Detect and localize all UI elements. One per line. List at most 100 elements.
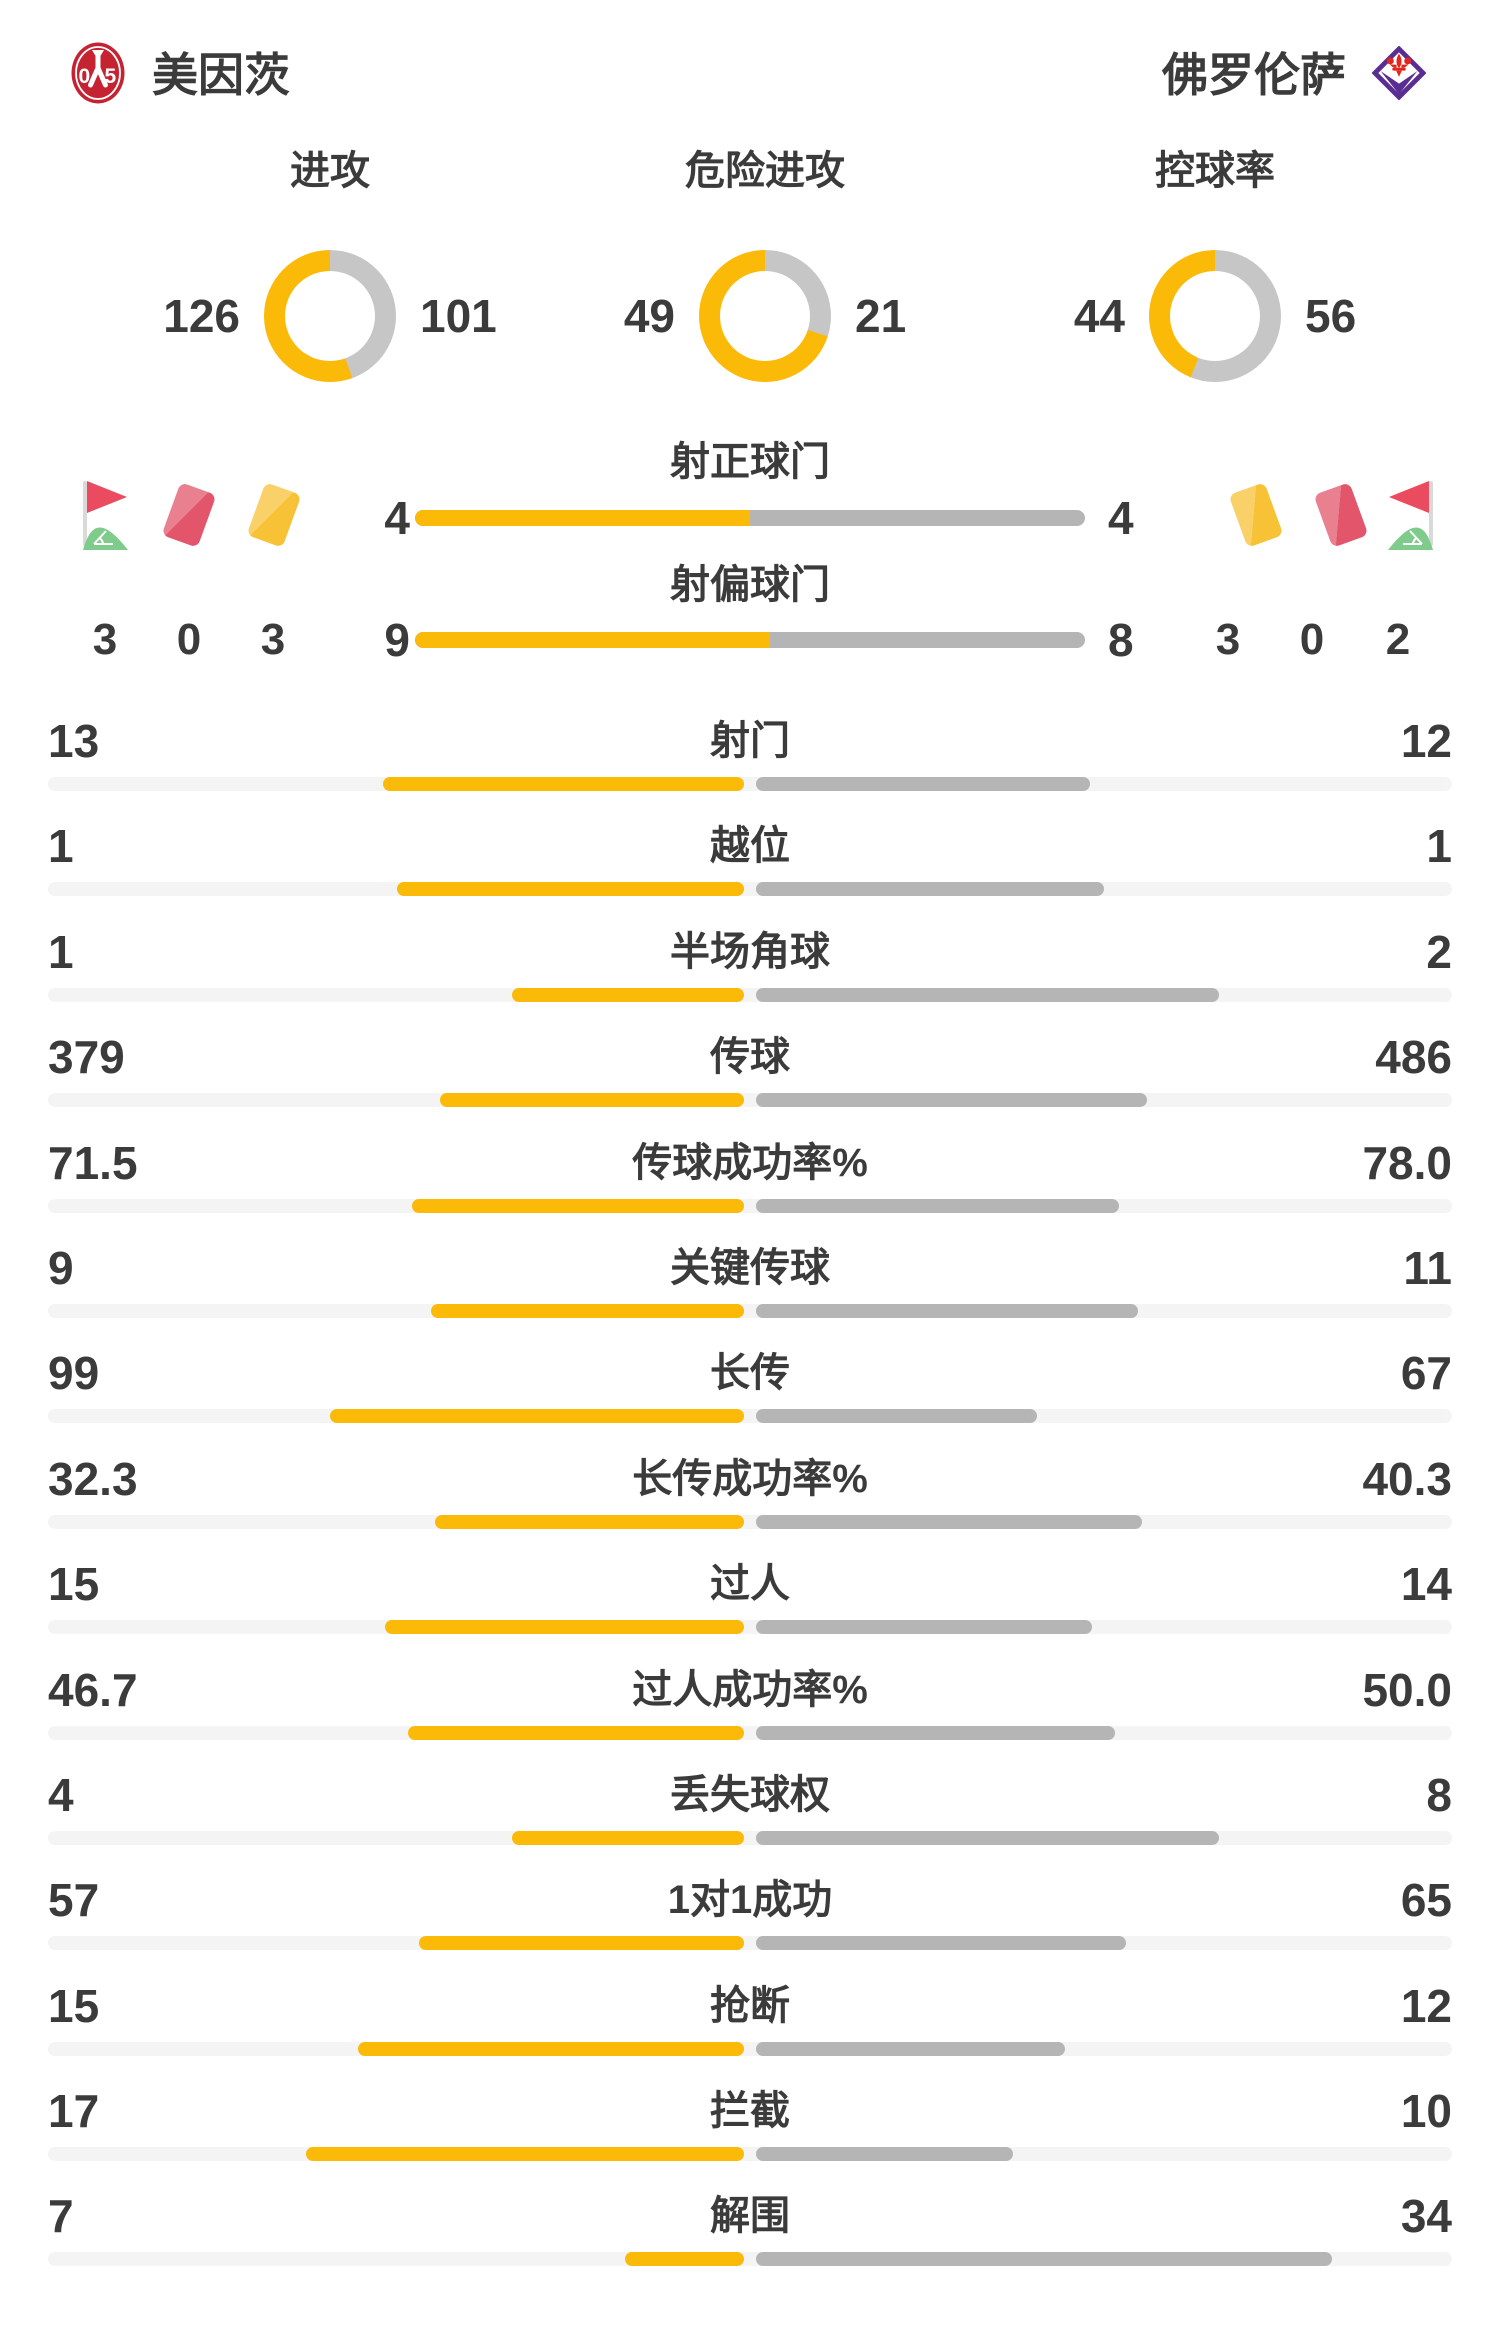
shots-on-target-away-value: 4 bbox=[1108, 492, 1134, 544]
corner-flag-icon bbox=[72, 478, 130, 556]
dangerous-attack-chart: 危险进攻 49 21 bbox=[575, 146, 955, 382]
stat-row-tackles: 15 抢断 12 bbox=[0, 1953, 1500, 2058]
fiorentina-logo-icon bbox=[1371, 44, 1427, 105]
stat-away-value: 8 bbox=[1426, 1768, 1452, 1821]
stat-row-dribble-success: 46.7 过人成功率% 50.0 bbox=[0, 1637, 1500, 1742]
stat-bar-home bbox=[625, 2252, 744, 2267]
stat-row-interceptions: 17 拦截 10 bbox=[0, 2058, 1500, 2163]
attack-chart: 进攻 126 101 bbox=[140, 146, 520, 382]
shots-off-target-bar-home bbox=[415, 632, 770, 648]
chart-home-value: 49 bbox=[623, 290, 675, 342]
stat-bar-track bbox=[48, 2041, 1452, 2056]
stat-away-value: 12 bbox=[1400, 1979, 1452, 2032]
chart-home-value: 126 bbox=[163, 290, 240, 342]
stat-home-value: 9 bbox=[48, 1241, 74, 1294]
stat-bar-home bbox=[431, 1303, 744, 1318]
stat-bar-away bbox=[756, 1198, 1119, 1213]
stat-row-key-passes: 9 关键传球 11 bbox=[0, 1215, 1500, 1320]
stat-bar-away bbox=[756, 777, 1090, 791]
stat-label: 过人成功率% bbox=[632, 1667, 868, 1712]
chart-title: 控球率 bbox=[1155, 149, 1275, 193]
stat-home-value: 71.5 bbox=[48, 1136, 138, 1189]
stat-home-value: 15 bbox=[48, 1979, 100, 2032]
stat-bar-away bbox=[756, 987, 1220, 1002]
stat-home-value: 7 bbox=[48, 2190, 74, 2243]
stat-away-value: 1 bbox=[1426, 820, 1452, 873]
stat-away-value: 78.0 bbox=[1362, 1136, 1452, 1189]
stat-bar-home bbox=[411, 1198, 744, 1213]
stat-bar-home bbox=[384, 1620, 744, 1635]
stat-home-value: 379 bbox=[48, 1031, 125, 1084]
stat-home-value: 46.7 bbox=[48, 1663, 138, 1716]
stat-label: 关键传球 bbox=[670, 1245, 830, 1290]
stat-bar-track bbox=[48, 1303, 1452, 1318]
stat-bar-away bbox=[756, 2252, 1333, 2267]
stat-bar-track bbox=[48, 1093, 1452, 1108]
stats-list: 13 射门 12 1 越位 1 1 半场角球 2 379 传球 486 71.5… bbox=[0, 688, 1500, 2269]
stat-row-duels-won: 57 1对1成功 65 bbox=[0, 1847, 1500, 1952]
stat-bar-away bbox=[756, 1725, 1116, 1740]
stat-bar-away bbox=[756, 1620, 1092, 1635]
stat-bar-away bbox=[756, 2147, 1014, 2162]
home-team-name: 美因茨 bbox=[152, 49, 290, 101]
stat-home-value: 32.3 bbox=[48, 1452, 138, 1505]
stat-bar-away bbox=[756, 2041, 1065, 2056]
stat-away-value: 12 bbox=[1400, 715, 1452, 767]
stat-label: 传球 bbox=[710, 1035, 790, 1080]
stat-row-offsides: 1 越位 1 bbox=[0, 793, 1500, 898]
stat-row-possession-lost: 4 丢失球权 8 bbox=[0, 1742, 1500, 1847]
home-team-header[interactable]: 0 5 美因茨 bbox=[70, 42, 290, 108]
stat-row-passes: 379 传球 486 bbox=[0, 1004, 1500, 1109]
stat-label: 传球成功率% bbox=[632, 1140, 868, 1185]
stat-bar-away bbox=[756, 1303, 1139, 1318]
stat-bar-track bbox=[48, 777, 1452, 791]
stat-bar-home bbox=[439, 1093, 744, 1108]
stat-label: 射门 bbox=[710, 719, 790, 763]
stat-bar-away bbox=[756, 1409, 1037, 1424]
stat-home-value: 13 bbox=[48, 715, 100, 767]
stat-label: 长传成功率% bbox=[632, 1456, 868, 1501]
stat-row-shots: 13 射门 12 bbox=[0, 688, 1500, 793]
stat-bar-track bbox=[48, 1409, 1452, 1424]
donut-chart bbox=[699, 250, 831, 382]
stat-bar-track bbox=[48, 2147, 1452, 2162]
away-corners-count: 2 bbox=[1385, 615, 1411, 664]
stat-bar-away bbox=[756, 1514, 1142, 1529]
away-red-cards-count: 0 bbox=[1299, 615, 1325, 664]
stat-bar-track bbox=[48, 1725, 1452, 1740]
donut-chart bbox=[1149, 250, 1281, 382]
stat-home-value: 1 bbox=[48, 820, 74, 873]
stat-away-value: 10 bbox=[1400, 2085, 1452, 2138]
away-team-header[interactable]: 佛罗伦萨 bbox=[1162, 42, 1427, 108]
stat-home-value: 57 bbox=[48, 1874, 100, 1927]
svg-text:0: 0 bbox=[79, 65, 91, 88]
stat-home-value: 99 bbox=[48, 1347, 100, 1400]
stat-bar-home bbox=[396, 882, 744, 897]
chart-away-value: 21 bbox=[855, 290, 907, 342]
stat-bar-home bbox=[512, 1830, 744, 1845]
stat-bar-track bbox=[48, 1620, 1452, 1635]
stat-away-value: 67 bbox=[1400, 1347, 1452, 1400]
stat-label: 过人 bbox=[710, 1562, 790, 1607]
stat-bar-away bbox=[756, 882, 1104, 897]
corner-flag-icon bbox=[1386, 478, 1444, 556]
donut-chart bbox=[264, 250, 396, 382]
stat-away-value: 11 bbox=[1403, 1241, 1452, 1294]
stat-label: 解围 bbox=[710, 2194, 790, 2239]
stat-bar-home bbox=[512, 987, 744, 1002]
stat-away-value: 2 bbox=[1426, 925, 1452, 978]
stat-home-value: 17 bbox=[48, 2085, 100, 2138]
shots-off-target-away-value: 8 bbox=[1108, 614, 1134, 666]
stat-bar-away bbox=[756, 1093, 1147, 1108]
red-card-icon bbox=[161, 482, 217, 548]
stat-label: 半场角球 bbox=[670, 929, 830, 974]
stat-row-long-ball-success: 32.3 长传成功率% 40.3 bbox=[0, 1426, 1500, 1531]
stat-bar-home bbox=[382, 777, 744, 791]
mainz-logo-icon: 0 5 bbox=[70, 41, 126, 110]
away-yellow-cards-count: 3 bbox=[1215, 615, 1241, 664]
shots-on-target-bar-home bbox=[415, 510, 750, 526]
stat-bar-track bbox=[48, 1514, 1452, 1529]
away-team-name: 佛罗伦萨 bbox=[1162, 49, 1346, 101]
possession-chart: 控球率 44 56 bbox=[1025, 146, 1405, 382]
chart-title: 危险进攻 bbox=[685, 149, 845, 193]
